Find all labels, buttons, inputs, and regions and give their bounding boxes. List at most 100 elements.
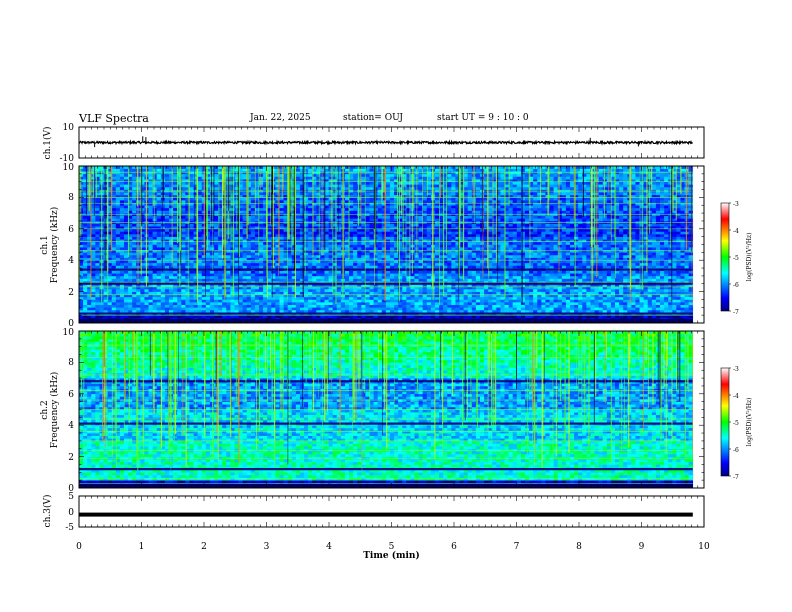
spec-cell <box>385 181 391 185</box>
spec-cell <box>173 223 178 227</box>
spec-cell <box>164 226 170 230</box>
spec-cell <box>287 228 293 232</box>
spec-cell <box>320 294 325 298</box>
spec-cell <box>254 210 260 214</box>
spec-cell <box>205 294 211 298</box>
spec-cell <box>246 194 252 198</box>
spec-cell <box>124 231 129 235</box>
spec-cell <box>320 176 325 180</box>
spec-cell <box>254 239 260 243</box>
spec-cell <box>263 309 268 313</box>
spec-cell <box>320 241 325 245</box>
spec-cell <box>389 249 395 253</box>
spec-cell <box>304 171 309 175</box>
spec-cell <box>148 304 153 308</box>
spec-cell <box>332 273 338 277</box>
spec-cell <box>214 207 219 211</box>
spec-cell <box>365 176 370 180</box>
spec-cell <box>169 247 174 251</box>
spec-cell <box>242 223 248 227</box>
spec-cell <box>107 291 113 295</box>
spec-cell <box>132 171 137 175</box>
spec-cell <box>201 299 207 303</box>
spec-cell <box>83 202 88 206</box>
spec-cell <box>304 223 309 227</box>
spec-cell <box>132 166 137 169</box>
spec-cell <box>189 239 194 243</box>
spec-cell <box>230 171 235 175</box>
spec-cell <box>119 247 125 251</box>
spec-cell <box>205 315 211 319</box>
spec-cell <box>283 283 288 287</box>
spec-cell <box>160 168 166 172</box>
spec-cell <box>238 281 243 285</box>
spec-cell <box>91 247 96 251</box>
spec-cell <box>79 270 84 274</box>
spec-cell <box>128 286 133 290</box>
spec-cell <box>181 234 186 237</box>
spec-cell <box>148 262 153 266</box>
spec-cell <box>324 283 329 287</box>
spec-cell <box>259 302 264 305</box>
spec-cell <box>291 223 297 227</box>
spec-cell <box>324 194 329 198</box>
spec-cell <box>263 247 268 251</box>
spec-cell <box>156 202 162 206</box>
spec-cell <box>263 286 268 290</box>
spec-cell <box>111 270 117 274</box>
spec-cell <box>234 260 239 264</box>
spec-cell <box>312 265 317 269</box>
spec-cell <box>365 184 370 188</box>
spec-cell <box>128 173 133 177</box>
spec-cell <box>283 307 288 311</box>
spec-cell <box>164 315 170 319</box>
spec-cell <box>328 270 333 274</box>
spec-cell <box>287 265 293 269</box>
spec-cell <box>160 186 166 190</box>
spec-cell <box>349 252 354 256</box>
spec-cell <box>169 200 174 203</box>
spec-cell <box>389 200 395 203</box>
spec-cell <box>246 304 252 308</box>
spec-cell <box>169 241 174 245</box>
spec-cell <box>107 270 113 274</box>
spec-cell <box>316 283 321 287</box>
spec-cell <box>279 215 284 219</box>
spec-cell <box>79 202 84 206</box>
spec-cell <box>238 304 243 308</box>
spec-cell <box>267 291 272 295</box>
spec-cell <box>242 186 248 190</box>
spec-cell <box>254 286 260 290</box>
spec-cell <box>295 270 301 274</box>
spec-cell <box>328 181 333 185</box>
spec-cell <box>398 234 403 237</box>
spec-cell <box>148 207 153 211</box>
spec-cell <box>365 205 370 209</box>
spec-cell <box>246 200 252 203</box>
spec-cell <box>349 231 354 235</box>
spec-cell <box>115 247 121 251</box>
ch1-frame <box>78 126 705 159</box>
spec-cell <box>365 239 370 243</box>
spec-cell <box>201 288 207 292</box>
spec-cell <box>299 244 305 248</box>
spec-cell <box>312 168 317 172</box>
spec-cell <box>115 307 121 311</box>
spec-cell <box>369 223 374 227</box>
spec-cell <box>271 281 276 285</box>
spec-cell <box>173 249 178 253</box>
spec-cell <box>111 283 117 287</box>
spec-cell <box>299 218 305 222</box>
spec-cell <box>332 294 338 298</box>
spec-cell <box>242 252 248 256</box>
spec-cell <box>107 197 113 201</box>
spec-cell <box>169 299 174 303</box>
spec-cell <box>230 226 235 230</box>
spec-cell <box>389 299 395 303</box>
spec-cell <box>349 202 354 206</box>
spec-cell <box>242 260 248 264</box>
spec-cell <box>173 166 178 169</box>
spec-cell <box>328 171 333 175</box>
spec-cell <box>291 171 297 175</box>
spec-cell <box>91 207 96 211</box>
